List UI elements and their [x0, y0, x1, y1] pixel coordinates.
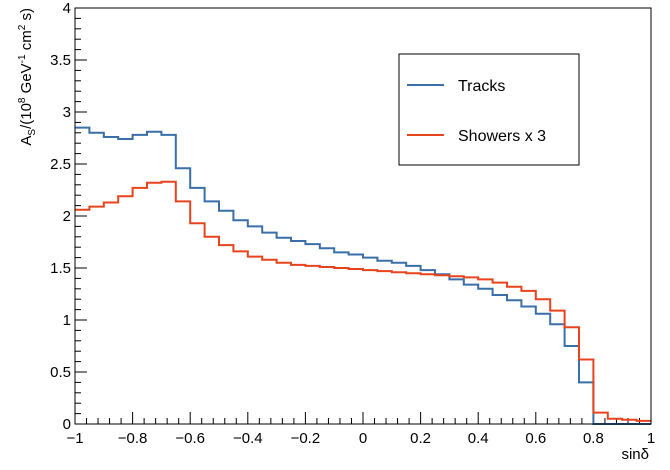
y-axis-title-part: cm [18, 30, 35, 54]
y-axis-title-part: 2 [17, 24, 28, 30]
y-tick-label: 1 [63, 312, 71, 329]
x-tick-label: 0.6 [525, 430, 546, 447]
y-tick-label: 2 [63, 208, 71, 225]
x-tick-label: 0.2 [410, 430, 431, 447]
legend-label: Tracks [458, 78, 505, 95]
x-tick-label: −0.8 [118, 430, 148, 447]
y-axis-title-part: -1 [17, 54, 28, 63]
y-tick-label: 2.5 [50, 156, 71, 173]
series-line-showers-x-3 [75, 180, 651, 422]
y-tick-label: 3.5 [50, 52, 71, 69]
series-layer [75, 126, 651, 425]
y-tick-label: 1.5 [50, 260, 71, 277]
legend-box [398, 53, 580, 166]
y-axis-title-part: /(10 [18, 103, 35, 129]
x-tick-label: −0.6 [175, 430, 205, 447]
x-tick-label: 0.4 [468, 430, 489, 447]
x-tick-label: −1 [66, 430, 83, 447]
legend: Tracks Showers x 3 [398, 53, 580, 166]
x-tick-label: −0.4 [233, 430, 263, 447]
y-tick-label: 0.5 [50, 364, 71, 381]
y-tick-label: 3 [63, 104, 71, 121]
y-axis-title: AS/(108 GeV-1 cm2 s) [17, 8, 38, 146]
y-axis-title-part: S [27, 129, 38, 136]
y-axis-title-part: GeV [18, 63, 35, 97]
plot-frame [74, 7, 652, 425]
series-line-tracks [75, 126, 651, 425]
legend-label: Showers x 3 [458, 128, 546, 145]
y-axis-title-part: s) [18, 8, 35, 25]
x-tick-label: 0 [359, 430, 367, 447]
y-tick-label: 4 [63, 0, 71, 17]
y-axis-title-part: A [18, 136, 35, 146]
plot-border [74, 7, 652, 425]
x-axis-title: sinδ [621, 446, 649, 463]
x-tick-label: −0.2 [291, 430, 321, 447]
x-tick-label: 0.8 [583, 430, 604, 447]
y-tick-label: 0 [63, 416, 71, 433]
x-tick-label: 1 [647, 430, 655, 447]
y-axis-title-part: 8 [17, 97, 28, 103]
